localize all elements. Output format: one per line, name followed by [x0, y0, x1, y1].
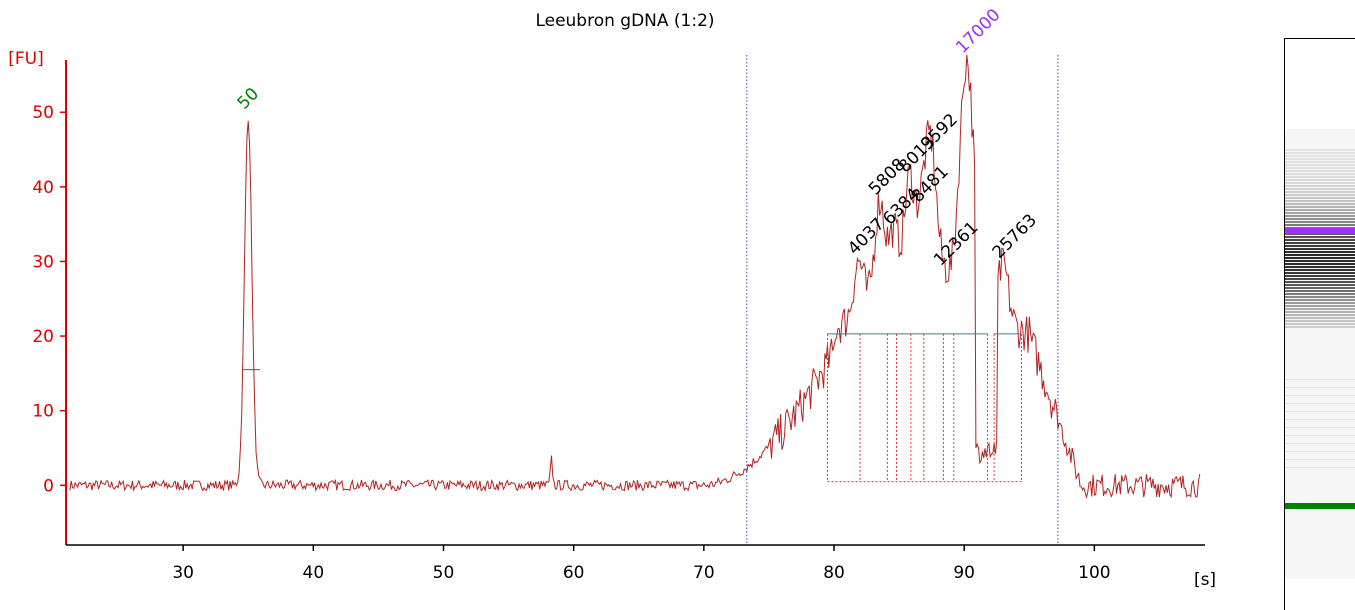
gel-smear-band	[1285, 215, 1355, 217]
x-tick-label: 40	[303, 563, 325, 583]
x-tick-label: 60	[563, 563, 585, 583]
gel-smear-band	[1285, 206, 1355, 208]
gel-smear-band	[1285, 275, 1355, 277]
gel-smear-band	[1285, 287, 1355, 289]
gel-smear-band	[1285, 200, 1355, 202]
peak-label: 25763	[989, 210, 1041, 262]
gel-smear-band	[1285, 209, 1355, 211]
gel-smear-band	[1285, 278, 1355, 280]
gel-smear-band	[1285, 308, 1355, 310]
gel-smear-band	[1285, 212, 1355, 214]
gel-smear-band	[1285, 236, 1355, 238]
gel-smear-band	[1285, 203, 1355, 205]
x-tick-label: 50	[433, 563, 455, 583]
gel-smear-band	[1285, 281, 1355, 283]
gel-smear-band	[1285, 176, 1355, 178]
gel-smear-band	[1285, 311, 1355, 313]
gel-smear-band	[1285, 326, 1355, 328]
x-axis-unit-label: [s]	[1194, 570, 1216, 590]
gel-smear-band	[1285, 296, 1355, 298]
gel-smear-band	[1285, 164, 1355, 166]
gel-smear-band	[1285, 299, 1355, 301]
y-tick-label: 30	[32, 252, 54, 272]
gel-faint-band	[1285, 387, 1355, 388]
gel-smear-band	[1285, 242, 1355, 244]
gel-smear-band	[1285, 158, 1355, 160]
peak-label: 9592	[917, 110, 962, 155]
gel-smear-band	[1285, 149, 1355, 151]
peak-label: 4037	[844, 214, 889, 259]
gel-faint-band	[1285, 467, 1355, 468]
gel-image-lane	[1284, 38, 1355, 610]
gel-smear-band	[1285, 323, 1355, 325]
gel-faint-band	[1285, 411, 1355, 412]
gel-smear-band	[1285, 233, 1355, 235]
gel-smear-band	[1285, 161, 1355, 163]
x-tick-label: 70	[693, 563, 715, 583]
gel-smear-band	[1285, 170, 1355, 172]
y-tick-label: 0	[43, 476, 54, 496]
gel-smear-band	[1285, 191, 1355, 193]
gel-smear-band	[1285, 152, 1355, 154]
gel-background	[1285, 129, 1355, 579]
x-tick-label: 30	[172, 563, 194, 583]
gel-faint-band	[1285, 459, 1355, 460]
gel-smear-band	[1285, 182, 1355, 184]
gel-smear-band	[1285, 269, 1355, 271]
gel-smear-band	[1285, 293, 1355, 295]
y-tick-label: 20	[32, 327, 54, 347]
peak-label: 17000	[952, 5, 1004, 57]
y-tick-label: 40	[32, 178, 54, 198]
gel-smear-band	[1285, 239, 1355, 241]
gel-smear-band	[1285, 194, 1355, 196]
gel-smear-band	[1285, 185, 1355, 187]
gel-smear-band	[1285, 155, 1355, 157]
lower-marker-band	[1285, 503, 1355, 509]
gel-smear-band	[1285, 305, 1355, 307]
gel-smear-band	[1285, 266, 1355, 268]
gel-smear-band	[1285, 257, 1355, 259]
gel-smear-band	[1285, 218, 1355, 220]
gel-smear-band	[1285, 251, 1355, 253]
gel-faint-band	[1285, 427, 1355, 428]
gel-smear-band	[1285, 284, 1355, 286]
x-tick-label: 90	[953, 563, 975, 583]
gel-smear-band	[1285, 320, 1355, 322]
signal-trace	[69, 54, 1201, 500]
gel-smear-band	[1285, 263, 1355, 265]
gel-smear-band	[1285, 197, 1355, 199]
gel-smear-band	[1285, 272, 1355, 274]
upper-marker-band	[1285, 228, 1355, 234]
gel-faint-band	[1285, 395, 1355, 396]
gel-faint-band	[1285, 443, 1355, 444]
gel-smear-band	[1285, 224, 1355, 226]
gel-smear-band	[1285, 188, 1355, 190]
gel-smear-band	[1285, 260, 1355, 262]
gel-faint-band	[1285, 435, 1355, 436]
y-tick-label: 50	[32, 103, 54, 123]
gel-smear-band	[1285, 173, 1355, 175]
x-tick-label: 80	[823, 563, 845, 583]
gel-smear-band	[1285, 248, 1355, 250]
peak-label: 50	[234, 84, 263, 113]
gel-faint-band	[1285, 403, 1355, 404]
y-tick-label: 10	[32, 402, 54, 422]
gel-smear-band	[1285, 167, 1355, 169]
gel-smear-band	[1285, 302, 1355, 304]
chart-title: Leeubron gDNA (1:2)	[535, 11, 714, 31]
gel-faint-band	[1285, 451, 1355, 452]
gel-smear-band	[1285, 221, 1355, 223]
gel-faint-band	[1285, 419, 1355, 420]
gel-smear-band	[1285, 317, 1355, 319]
gel-smear-band	[1285, 290, 1355, 292]
gel-faint-band	[1285, 379, 1355, 380]
x-tick-label: 100	[1078, 563, 1110, 583]
gel-smear-band	[1285, 254, 1355, 256]
gel-smear-band	[1285, 245, 1355, 247]
gel-smear-band	[1285, 314, 1355, 316]
y-axis-unit-label: [FU]	[8, 49, 44, 69]
gel-smear-band	[1285, 179, 1355, 181]
